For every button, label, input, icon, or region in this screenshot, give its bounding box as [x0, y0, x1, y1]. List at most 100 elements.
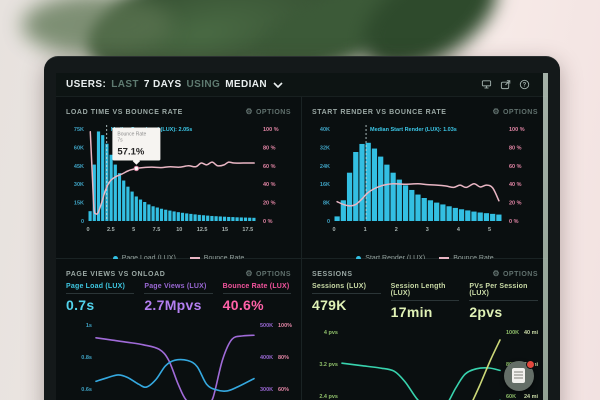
svg-text:15K: 15K	[74, 201, 84, 207]
panel-title: LOAD TIME VS BOUNCE RATE	[66, 108, 183, 116]
svg-text:12.5: 12.5	[197, 227, 208, 233]
options-button[interactable]: ⚙ OPTIONS	[245, 269, 291, 278]
svg-text:0: 0	[81, 219, 84, 225]
legend-swatch	[439, 257, 450, 259]
metric-divider	[66, 293, 135, 294]
metric-label: Page Load (LUX)	[66, 283, 126, 290]
svg-text:40K: 40K	[320, 127, 330, 133]
panel-load-time-vs-bounce-rate: LOAD TIME VS BOUNCE RATE ⚙ OPTIONS 75K 60…	[56, 97, 302, 262]
metric-label: Sessions (LUX)	[312, 283, 367, 290]
svg-text:20 %: 20 %	[263, 201, 276, 207]
svg-text:24K: 24K	[320, 164, 330, 170]
metric-value: 40.6%	[222, 297, 264, 313]
svg-text:30K: 30K	[74, 182, 84, 188]
chart-legend: Page Load (LUX) Bounce Rate	[66, 252, 291, 264]
options-button[interactable]: ⚙ OPTIONS	[492, 269, 538, 278]
metric-value: 2pvs	[469, 304, 503, 320]
svg-text:0.6s: 0.6s	[81, 387, 92, 393]
svg-text:60 %: 60 %	[509, 164, 522, 170]
note-icon	[512, 368, 525, 383]
svg-text:7.5: 7.5	[153, 227, 161, 233]
metric-page-views: Page Views (LUX) 2.7Mpvs	[144, 283, 213, 313]
svg-text:75K: 75K	[74, 127, 84, 133]
panel-start-render-vs-bounce-rate: START RENDER VS BOUNCE RATE ⚙ OPTIONS 40…	[302, 97, 548, 262]
svg-text:40 min: 40 min	[524, 330, 538, 336]
svg-text:8K: 8K	[323, 201, 330, 207]
svg-text:10: 10	[176, 227, 182, 233]
metric-page-load: Page Load (LUX) 0.7s	[66, 283, 135, 313]
legend-swatch	[189, 257, 200, 259]
plant-leaf	[22, 0, 172, 56]
metric-label: PVs Per Session (LUX)	[469, 283, 528, 297]
svg-text:5: 5	[488, 227, 491, 233]
svg-text:17.5: 17.5	[242, 227, 253, 233]
svg-text:80 %: 80 %	[509, 145, 522, 151]
svg-text:45K: 45K	[74, 164, 84, 170]
options-button[interactable]: ⚙ OPTIONS	[492, 107, 538, 116]
gear-icon: ⚙	[245, 107, 253, 116]
svg-text:300K: 300K	[260, 387, 273, 393]
dashboard-header: USERS: LAST 7 DAYS USING MEDIAN ?	[56, 73, 548, 97]
metric-divider	[390, 300, 460, 301]
svg-text:7s: 7s	[117, 137, 123, 143]
metric-divider	[312, 293, 381, 294]
svg-text:3: 3	[426, 227, 429, 233]
svg-text:2.5: 2.5	[107, 227, 115, 233]
metric-divider	[144, 293, 213, 294]
panel-title: SESSIONS	[312, 270, 353, 278]
svg-text:5: 5	[132, 227, 135, 233]
svg-text:Bounce Rate: Bounce Rate	[117, 131, 146, 137]
svg-text:80 %: 80 %	[263, 145, 276, 151]
svg-text:0: 0	[86, 227, 89, 233]
svg-text:60 %: 60 %	[263, 164, 276, 170]
header-range-label: 7 DAYS	[143, 79, 182, 90]
metric-value: 17min	[390, 304, 433, 320]
svg-text:500K: 500K	[260, 323, 273, 329]
svg-text:2: 2	[395, 227, 398, 233]
help-icon[interactable]: ?	[519, 79, 530, 90]
options-button[interactable]: ⚙ OPTIONS	[245, 107, 291, 116]
svg-text:3.2 pvs: 3.2 pvs	[319, 362, 338, 368]
chevron-down-icon[interactable]	[273, 81, 283, 89]
panel-title: START RENDER VS BOUNCE RATE	[312, 108, 447, 116]
legend-label: Page Load (LUX)	[121, 254, 176, 262]
notification-badge	[526, 360, 535, 369]
svg-text:57.1%: 57.1%	[117, 146, 144, 157]
header-last-label: LAST	[111, 79, 139, 90]
metric-session-length: Session Length (LUX) 17min	[390, 283, 460, 320]
svg-text:0.8s: 0.8s	[81, 355, 92, 361]
panel-sessions: SESSIONS ⚙ OPTIONS Sessions (LUX) 479K	[302, 259, 548, 400]
share-icon[interactable]	[500, 79, 511, 90]
metric-divider	[222, 293, 291, 294]
svg-text:0: 0	[327, 219, 330, 225]
dashboard-grid: LOAD TIME VS BOUNCE RATE ⚙ OPTIONS 75K 60…	[56, 97, 548, 400]
legend-label: Bounce Rate	[453, 254, 494, 262]
display-icon[interactable]	[481, 79, 492, 90]
screen-edge-reflection	[543, 73, 548, 400]
svg-text:16K: 16K	[320, 182, 330, 188]
header-aggregation-dropdown[interactable]: MEDIAN	[225, 79, 268, 90]
svg-text:Median Start Render (LUX): 1.0: Median Start Render (LUX): 1.03s	[370, 127, 457, 133]
chat-widget-button[interactable]	[504, 360, 535, 391]
legend-label: Start Render (LUX)	[365, 254, 426, 262]
svg-text:400K: 400K	[260, 355, 273, 361]
metric-divider	[469, 300, 539, 301]
svg-text:?: ?	[523, 83, 527, 89]
svg-text:24 min: 24 min	[524, 394, 538, 400]
svg-text:100K: 100K	[506, 330, 519, 336]
svg-text:100 %: 100 %	[509, 127, 525, 133]
metric-label: Page Views (LUX)	[144, 283, 207, 290]
svg-text:1: 1	[364, 227, 367, 233]
svg-text:100 %: 100 %	[263, 127, 279, 133]
laptop-bezel: USERS: LAST 7 DAYS USING MEDIAN ?	[44, 56, 560, 400]
svg-text:40 %: 40 %	[509, 182, 522, 188]
metric-value: 0.7s	[66, 297, 95, 313]
svg-text:60K: 60K	[74, 145, 84, 151]
svg-text:80%: 80%	[278, 355, 289, 361]
metric-value: 2.7Mpvs	[144, 297, 202, 313]
gear-icon: ⚙	[245, 269, 253, 278]
svg-text:1s: 1s	[86, 323, 92, 329]
chart-legend: Start Render (LUX) Bounce Rate	[312, 252, 538, 264]
